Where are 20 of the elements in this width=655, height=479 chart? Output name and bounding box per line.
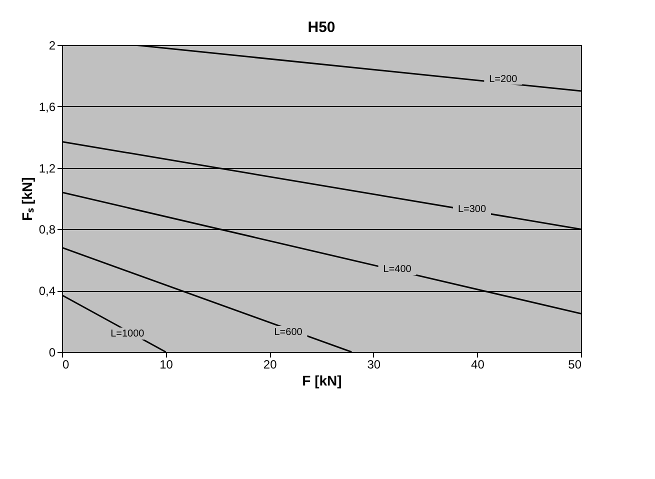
x-tick-label: 30 [367, 358, 381, 372]
y-tick-label: 1,2 [38, 161, 56, 176]
x-tick-label: 10 [160, 358, 174, 372]
annotation: L=600 [274, 327, 303, 338]
annotation: L=1000 [110, 328, 145, 340]
y-tick-label: 0,4 [38, 284, 56, 298]
annotation: L=300 [458, 204, 486, 216]
x-axis-title: F [kN] [302, 372, 342, 388]
x-tick-label: 20 [263, 358, 278, 372]
chart-title: H50 [308, 19, 336, 36]
y-tick-label: 1,6 [38, 100, 56, 114]
x-tick-label: 0 [62, 358, 70, 372]
y-tick-label: 0,8 [38, 222, 56, 237]
y-tick-label: 0 [48, 346, 56, 360]
y-tick-label: 2 [48, 38, 56, 52]
x-tick-label: 50 [568, 358, 582, 372]
x-tick-label: 40 [471, 358, 485, 372]
annotation: L=200 [489, 74, 518, 85]
annotation: L=400 [383, 264, 412, 276]
y-axis-title: Fₛ [kN] [18, 177, 35, 221]
